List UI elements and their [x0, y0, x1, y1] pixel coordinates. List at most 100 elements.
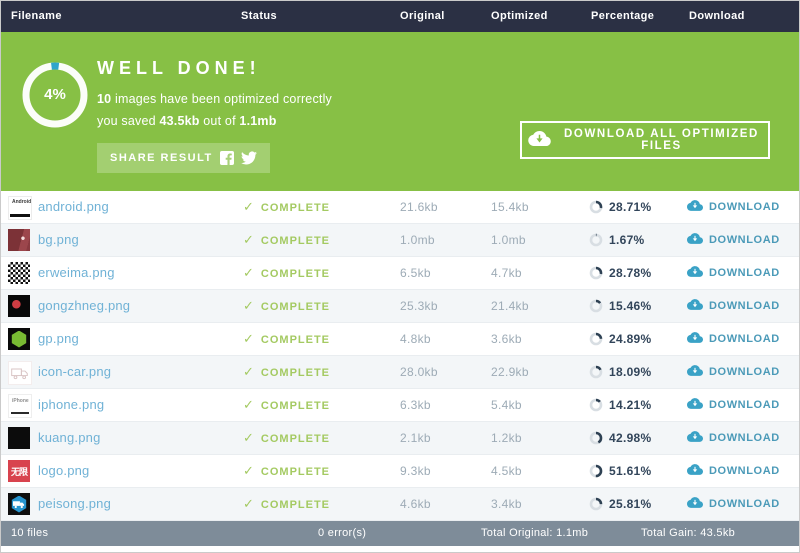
file-thumbnail — [8, 328, 30, 350]
download-label: DOWNLOAD — [709, 333, 780, 345]
optimized-size: 21.4kb — [491, 299, 529, 313]
original-size: 9.3kb — [400, 464, 431, 478]
check-icon: ✓ — [243, 364, 255, 379]
check-icon: ✓ — [243, 430, 255, 445]
file-row: gongzhneg.png ✓ COMPLETE 25.3kb 21.4kb 15… — [1, 290, 799, 323]
download-link[interactable]: DOWNLOAD — [687, 422, 780, 454]
status-cell: ✓ COMPLETE — [243, 257, 330, 290]
percentage-value: 28.78% — [609, 266, 652, 280]
percentage-value: 1.67% — [609, 233, 645, 247]
download-link[interactable]: DOWNLOAD — [687, 224, 780, 256]
file-name-link[interactable]: android.png — [38, 199, 109, 214]
status-label: COMPLETE — [260, 499, 331, 511]
download-link[interactable]: DOWNLOAD — [687, 389, 780, 421]
cloud-download-icon — [687, 264, 703, 282]
percentage-cell: 15.46% — [589, 290, 652, 322]
percentage-donut-icon — [589, 266, 603, 280]
file-list: Android android.png ✓ COMPLETE 21.6kb 15.… — [1, 191, 799, 521]
cloud-download-icon — [528, 131, 551, 149]
download-all-button[interactable]: DOWNLOAD ALL OPTIMIZED FILES — [520, 121, 770, 159]
column-header-status: Status — [241, 10, 278, 22]
cloud-download-icon — [687, 495, 703, 513]
status-cell: ✓ COMPLETE — [243, 224, 330, 257]
optimized-size: 22.9kb — [491, 365, 529, 379]
column-header-filename: Filename — [11, 10, 62, 22]
file-thumbnail — [8, 295, 30, 317]
file-row: erweima.png ✓ COMPLETE 6.5kb 4.7kb 28.78%… — [1, 257, 799, 290]
table-footer: 10 files 0 error(s) Total Original: 1.1m… — [1, 521, 799, 546]
saved-size: 43.5kb — [159, 114, 200, 128]
optimized-size: 1.0mb — [491, 233, 526, 247]
file-name-link[interactable]: peisong.png — [38, 496, 112, 511]
footer-file-count: 10 files — [11, 527, 49, 539]
percentage-value: 15.46% — [609, 299, 652, 313]
file-name-link[interactable]: erweima.png — [38, 265, 115, 280]
file-name-link[interactable]: kuang.png — [38, 430, 101, 445]
percentage-value: 25.81% — [609, 497, 652, 511]
percentage-cell: 28.78% — [589, 257, 652, 289]
file-thumbnail — [8, 427, 30, 449]
status-label: COMPLETE — [260, 334, 331, 346]
banner-line1: 10 images have been optimized correctly — [97, 92, 332, 106]
percentage-donut-icon — [589, 365, 603, 379]
download-link[interactable]: DOWNLOAD — [687, 356, 780, 388]
status-label: COMPLETE — [260, 268, 331, 280]
download-label: DOWNLOAD — [709, 267, 780, 279]
file-name-link[interactable]: bg.png — [38, 232, 79, 247]
download-link[interactable]: DOWNLOAD — [687, 323, 780, 355]
twitter-icon[interactable] — [240, 150, 257, 166]
status-cell: ✓ COMPLETE — [243, 422, 330, 455]
status-cell: ✓ COMPLETE — [243, 389, 330, 422]
file-thumbnail: Android — [8, 196, 32, 220]
percentage-cell: 28.71% — [589, 191, 652, 223]
percentage-cell: 1.67% — [589, 224, 645, 256]
status-cell: ✓ COMPLETE — [243, 290, 330, 323]
optimized-size: 5.4kb — [491, 398, 522, 412]
download-link[interactable]: DOWNLOAD — [687, 290, 780, 322]
share-result-label: SHARE RESULT — [110, 152, 213, 164]
percentage-value: 28.71% — [609, 200, 652, 214]
percentage-cell: 42.98% — [589, 422, 652, 454]
download-label: DOWNLOAD — [709, 399, 780, 411]
cloud-download-icon — [687, 429, 703, 447]
percentage-cell: 24.89% — [589, 323, 652, 355]
download-link[interactable]: DOWNLOAD — [687, 488, 780, 520]
percentage-donut-icon — [589, 299, 603, 313]
status-label: COMPLETE — [260, 400, 331, 412]
percentage-donut-icon — [589, 497, 603, 511]
download-link[interactable]: DOWNLOAD — [687, 191, 780, 223]
check-icon: ✓ — [243, 232, 255, 247]
check-icon: ✓ — [243, 397, 255, 412]
share-result-button[interactable]: SHARE RESULT — [97, 143, 270, 173]
status-label: COMPLETE — [260, 301, 331, 313]
check-icon: ✓ — [243, 298, 255, 313]
download-label: DOWNLOAD — [709, 465, 780, 477]
banner-line2: you saved 43.5kb out of 1.1mb — [97, 114, 332, 128]
percentage-donut-icon — [589, 431, 603, 445]
footer-total-gain: Total Gain: 43.5kb — [641, 527, 736, 539]
file-name-link[interactable]: gongzhneg.png — [38, 298, 131, 313]
cloud-download-icon — [687, 330, 703, 348]
download-link[interactable]: DOWNLOAD — [687, 257, 780, 289]
status-label: COMPLETE — [260, 235, 331, 247]
file-name-link[interactable]: iphone.png — [38, 397, 105, 412]
column-header-optimized: Optimized — [491, 10, 548, 22]
optimized-size: 3.6kb — [491, 332, 522, 346]
facebook-icon[interactable] — [219, 151, 234, 165]
footer-total-original: Total Original: 1.1mb — [481, 527, 589, 539]
file-name-link[interactable]: logo.png — [38, 463, 90, 478]
file-name-link[interactable]: gp.png — [38, 331, 79, 346]
cloud-download-icon — [687, 363, 703, 381]
download-label: DOWNLOAD — [709, 234, 780, 246]
percentage-value: 18.09% — [609, 365, 652, 379]
column-header-original: Original — [400, 10, 445, 22]
download-link[interactable]: DOWNLOAD — [687, 455, 780, 487]
file-name-link[interactable]: icon-car.png — [38, 364, 112, 379]
optimized-size: 4.7kb — [491, 266, 522, 280]
banner-line2-mid: out of — [199, 114, 240, 128]
optimized-size: 4.5kb — [491, 464, 522, 478]
column-header-percentage: Percentage — [591, 10, 655, 22]
percentage-donut-icon — [589, 398, 603, 412]
status-label: COMPLETE — [260, 367, 331, 379]
download-label: DOWNLOAD — [709, 432, 780, 444]
